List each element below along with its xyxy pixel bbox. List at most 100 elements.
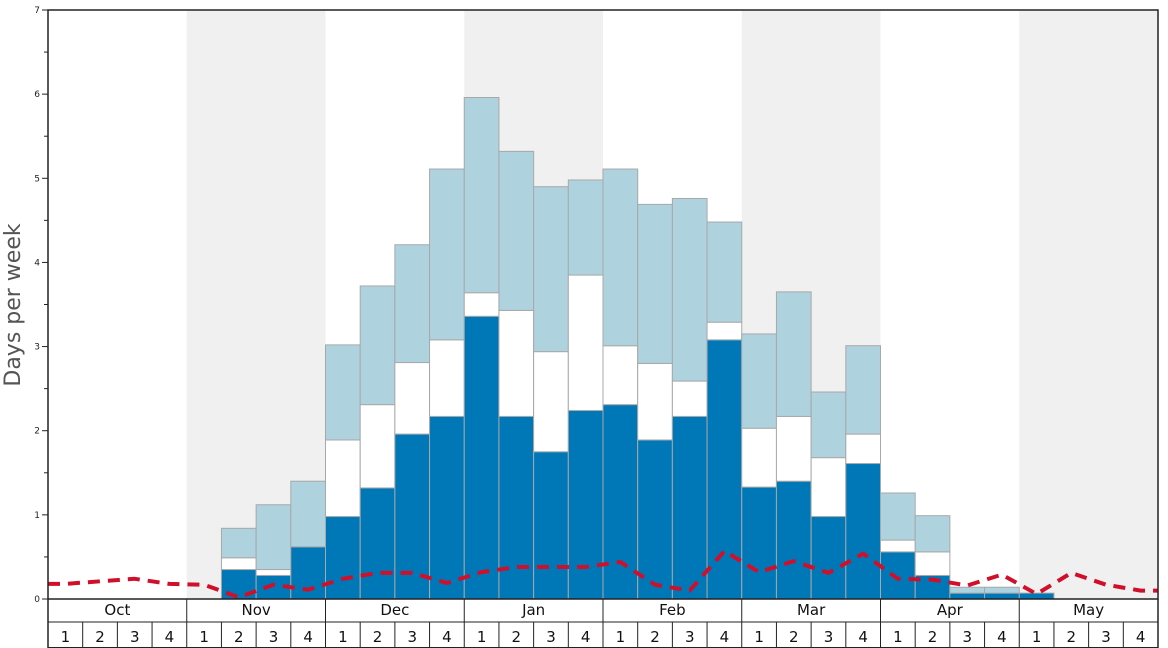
bar-segment-s3-w14 <box>498 150 535 311</box>
week-label: 3 <box>546 628 556 646</box>
week-label: 3 <box>685 628 695 646</box>
bar-segment-s3-w6 <box>220 527 257 559</box>
bar-segment-s1-w25 <box>880 551 916 600</box>
month-label-jan: Jan <box>521 601 545 619</box>
y-tick-label: 3 <box>34 343 40 353</box>
bar-segment-s2-w22 <box>775 415 812 482</box>
bar-segment-s1-w14 <box>498 415 535 600</box>
bar-segment-s1-w18 <box>637 439 673 600</box>
bar-segment-s3-w27 <box>949 586 986 594</box>
month-label-dec: Dec <box>380 601 409 619</box>
bar-segment-s2-w9 <box>325 439 361 518</box>
y-tick-label: 7 <box>34 6 40 16</box>
bar-segment-s1-w28 <box>984 592 1020 600</box>
y-axis-label: Days per week <box>1 223 26 386</box>
bar-segment-s3-w8 <box>290 480 326 548</box>
dashed-series-line <box>48 549 1158 600</box>
bar-segment-s1-w23 <box>810 516 847 600</box>
bar-segment-s2-w26 <box>914 551 951 576</box>
week-label: 2 <box>373 628 383 646</box>
bar-segment-s3-w22 <box>775 291 812 417</box>
bar-segment-s3-w20 <box>706 221 743 323</box>
bar-segment-s1-w11 <box>394 433 431 600</box>
week-label: 1 <box>893 628 903 646</box>
week-label: 2 <box>650 628 660 646</box>
week-label: 2 <box>928 628 938 646</box>
y-tick-label: 5 <box>34 174 40 184</box>
week-label: 2 <box>512 628 522 646</box>
bar-segment-s2-w23 <box>810 457 847 518</box>
bar-segment-s2-w18 <box>637 362 673 441</box>
bar-segment-s2-w24 <box>845 433 881 465</box>
week-label: 1 <box>477 628 487 646</box>
y-tick-label: 2 <box>34 427 40 437</box>
month-label-feb: Feb <box>659 601 686 619</box>
bar-segment-s2-w15 <box>533 351 569 453</box>
bar-segment-s1-w27 <box>949 592 986 600</box>
bar-segment-s3-w7 <box>255 504 292 571</box>
week-label: 4 <box>165 628 175 646</box>
bar-segment-s3-w10 <box>359 285 396 406</box>
bar-segment-s1-w9 <box>325 516 361 600</box>
bar-segment-s1-w15 <box>533 451 569 600</box>
bar-segment-s1-w29 <box>1018 592 1055 600</box>
bar-segment-s2-w12 <box>429 339 465 417</box>
bar-segment-s2-w7 <box>255 569 292 576</box>
bar-segment-s3-w28 <box>984 586 1020 594</box>
bar-segment-s2-w11 <box>394 362 431 435</box>
bar-segment-s3-w11 <box>394 244 431 364</box>
bar-segment-s2-w25 <box>880 539 916 553</box>
week-label: 1 <box>616 628 626 646</box>
week-label: 3 <box>407 628 417 646</box>
week-label: 1 <box>61 628 71 646</box>
week-label: 1 <box>338 628 348 646</box>
week-label: 1 <box>1032 628 1042 646</box>
week-label: 3 <box>1101 628 1111 646</box>
bar-segment-s3-w23 <box>810 391 847 459</box>
week-label: 1 <box>754 628 764 646</box>
week-label: 2 <box>234 628 244 646</box>
week-label: 4 <box>1136 628 1146 646</box>
month-label-oct: Oct <box>104 601 130 619</box>
bar-segment-s3-w15 <box>533 186 569 353</box>
bar-segment-s3-w26 <box>914 515 951 553</box>
x-axis-table: Oct 1 2 3 4 Nov 1 2 3 4 Dec 1 2 3 4 Jan 1 2 3 4 Feb 1 2 3 4 Mar 1 2… <box>47 599 1159 648</box>
week-label: 3 <box>824 628 834 646</box>
bar-segment-s3-w17 <box>602 168 639 347</box>
bar-segment-s2-w10 <box>359 404 396 489</box>
week-label: 2 <box>789 628 799 646</box>
week-label: 4 <box>720 628 730 646</box>
bar-segment-s1-w17 <box>602 404 639 600</box>
week-label: 3 <box>962 628 972 646</box>
month-label-may: May <box>1073 601 1104 619</box>
week-label: 3 <box>269 628 279 646</box>
bar-segment-s1-w10 <box>359 487 396 600</box>
bar-segment-s1-w19 <box>671 415 708 600</box>
month-label-nov: Nov <box>241 601 270 619</box>
week-label: 2 <box>95 628 105 646</box>
week-label: 4 <box>581 628 591 646</box>
bar-segment-s2-w13 <box>463 292 500 317</box>
bar-segment-s3-w9 <box>325 344 361 441</box>
bar-segment-s3-w18 <box>637 203 673 364</box>
bar-segment-s2-w6 <box>220 557 257 571</box>
bar-segment-s3-w24 <box>845 345 881 435</box>
bar-segment-s1-w21 <box>741 486 777 600</box>
bar-segment-s3-w21 <box>741 333 777 429</box>
month-band-may <box>1019 10 1158 599</box>
y-tick-label: 1 <box>34 511 40 521</box>
week-label: 2 <box>1067 628 1077 646</box>
bar-segment-s3-w13 <box>463 97 500 294</box>
week-label: 4 <box>858 628 868 646</box>
bar-segment-s3-w16 <box>567 179 604 276</box>
week-label: 4 <box>442 628 452 646</box>
bar-segment-s2-w17 <box>602 345 639 406</box>
bar-segment-s2-w14 <box>498 309 535 417</box>
bar-segment-s2-w20 <box>706 321 743 341</box>
bar-segment-s2-w21 <box>741 427 777 488</box>
bar-segment-s2-w16 <box>567 274 604 412</box>
bar-segment-s1-w13 <box>463 315 500 600</box>
week-label: 4 <box>997 628 1007 646</box>
month-label-apr: Apr <box>937 601 964 619</box>
